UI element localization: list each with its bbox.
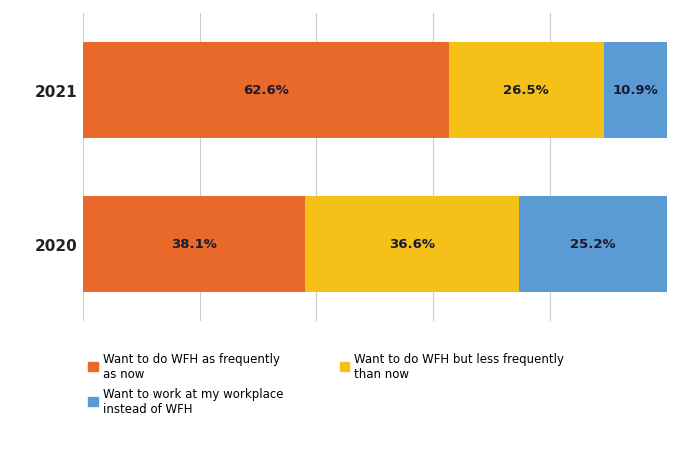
Legend: Want to do WFH but less frequently
than now: Want to do WFH but less frequently than …: [340, 352, 564, 380]
Bar: [519, 197, 667, 292]
Text: 62.6%: 62.6%: [243, 84, 288, 97]
Bar: [449, 43, 603, 138]
Bar: [83, 197, 305, 292]
Bar: [83, 43, 449, 138]
Text: 25.2%: 25.2%: [570, 238, 616, 251]
Bar: [603, 43, 667, 138]
Bar: [305, 197, 519, 292]
Text: 38.1%: 38.1%: [171, 238, 217, 251]
Text: 10.9%: 10.9%: [612, 84, 658, 97]
Text: 26.5%: 26.5%: [503, 84, 549, 97]
Text: 36.6%: 36.6%: [389, 238, 436, 251]
